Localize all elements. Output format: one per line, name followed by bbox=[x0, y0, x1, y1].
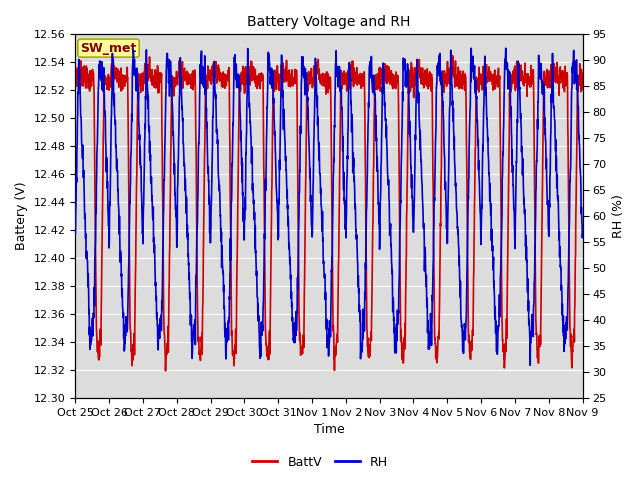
BattV bbox=[449, 53, 456, 59]
BattV bbox=[355, 77, 362, 83]
Y-axis label: RH (%): RH (%) bbox=[612, 194, 625, 238]
Legend: BattV, RH: BattV, RH bbox=[248, 451, 392, 474]
Y-axis label: Battery (V): Battery (V) bbox=[15, 182, 28, 251]
RH bbox=[213, 126, 221, 132]
RH bbox=[534, 99, 542, 105]
RH bbox=[548, 63, 556, 69]
BattV bbox=[213, 80, 221, 85]
BattV bbox=[548, 68, 556, 74]
RH bbox=[72, 231, 79, 237]
RH bbox=[355, 274, 362, 279]
Title: Battery Voltage and RH: Battery Voltage and RH bbox=[247, 15, 411, 29]
RH bbox=[343, 173, 351, 179]
BattV bbox=[162, 368, 170, 374]
X-axis label: Time: Time bbox=[314, 423, 344, 436]
BattV bbox=[477, 71, 484, 77]
Text: SW_met: SW_met bbox=[81, 42, 137, 55]
BattV bbox=[72, 71, 79, 77]
RH bbox=[526, 362, 534, 368]
Line: BattV: BattV bbox=[76, 56, 582, 371]
Line: RH: RH bbox=[76, 48, 582, 365]
BattV bbox=[344, 78, 351, 84]
BattV bbox=[579, 87, 586, 93]
BattV bbox=[534, 345, 542, 350]
RH bbox=[502, 45, 509, 51]
RH bbox=[579, 231, 586, 237]
RH bbox=[476, 203, 484, 209]
